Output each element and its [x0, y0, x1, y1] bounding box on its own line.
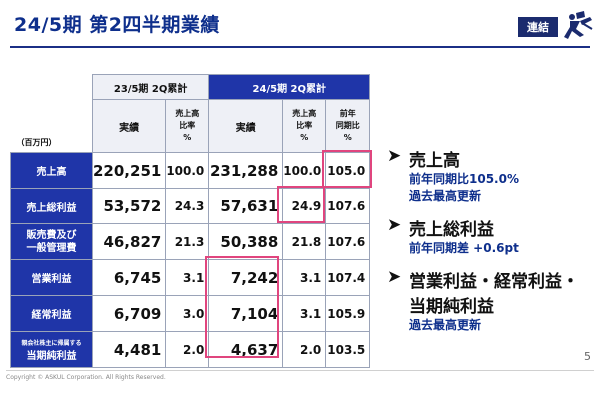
cell-yoy: 107.6 — [325, 188, 371, 224]
table-row: 販売費及び 一般管理費 46,827 21.3 50,388 21.8 107.6 — [10, 223, 371, 260]
row-label: 販売費及び 一般管理費 — [10, 223, 93, 260]
col-ratio-cur: 売上高 比率% — [282, 99, 327, 153]
page-title: 24/5期 第2四半期業績 — [14, 14, 220, 36]
cell-prev-actual: 220,251 — [91, 152, 167, 189]
cell-prev-ratio: 24.3 — [165, 188, 210, 224]
cell-prev-actual: 4,481 — [91, 331, 167, 368]
table-row: 経常利益 6,709 3.0 7,104 3.1 105.9 — [10, 295, 371, 332]
cell-prev-actual: 6,745 — [91, 259, 167, 296]
key-points: ➤ 売上高 前年同期比105.0% 過去最高更新 ➤ 売上総利益 前年同期差 +0.… — [387, 146, 597, 344]
title-divider — [10, 46, 590, 48]
cell-cur-ratio: 100.0 — [282, 152, 327, 189]
header-prev-period: 23/5期 2Q累計 — [91, 74, 210, 100]
cell-yoy: 103.5 — [325, 331, 371, 368]
cell-yoy: 105.0 — [325, 152, 371, 189]
table-row: 売上総利益 53,572 24.3 57,631 24.9 107.6 — [10, 188, 371, 224]
cell-cur-ratio: 2.0 — [282, 331, 327, 368]
col-actual-prev: 実績 — [91, 99, 167, 153]
cell-cur-actual: 231,288 — [208, 152, 284, 189]
consolidated-badge: 連結 — [518, 17, 558, 37]
unit-label: （百万円） — [16, 138, 57, 147]
table-corner — [11, 75, 93, 100]
copyright: Copyright © ASKUL Corporation. All Right… — [6, 374, 166, 381]
cell-cur-actual: 4,637 — [208, 331, 284, 368]
cell-cur-actual: 7,104 — [208, 295, 284, 332]
bullet-gross-profit: ➤ 売上総利益 前年同期差 +0.6pt — [387, 215, 519, 255]
cell-prev-ratio: 3.0 — [165, 295, 210, 332]
arrow-icon: ➤ — [387, 267, 402, 287]
row-label: 親会社株主に帰属する 当期純利益 — [10, 331, 93, 368]
arrow-icon: ➤ — [387, 146, 402, 166]
col-ratio-prev: 売上高 比率% — [165, 99, 210, 153]
cell-prev-actual: 53,572 — [91, 188, 167, 224]
cell-cur-ratio: 21.8 — [282, 223, 327, 260]
row-label: 営業利益 — [10, 259, 93, 296]
header-cur-period: 24/5期 2Q累計 — [208, 74, 371, 100]
cell-prev-actual: 6,709 — [91, 295, 167, 332]
arrow-icon: ➤ — [387, 215, 402, 235]
bullet-profits: ➤ 営業利益・経常利益・ 当期純利益 過去最高更新 — [387, 267, 579, 332]
cell-cur-ratio: 3.1 — [282, 259, 327, 296]
cell-yoy: 105.9 — [325, 295, 371, 332]
highlight-profit-actuals — [205, 256, 279, 358]
row-label: 経常利益 — [10, 295, 93, 332]
cell-prev-actual: 46,827 — [91, 223, 167, 260]
highlight-gross-ratio — [277, 186, 325, 223]
row-label: 売上総利益 — [10, 188, 93, 224]
page-number: 5 — [584, 350, 591, 363]
financial-results-table: 23/5期 2Q累計 24/5期 2Q累計 （百万円） 実績 売上高 比率% 実績… — [10, 74, 371, 368]
bullet-sales: ➤ 売上高 前年同期比105.0% 過去最高更新 — [387, 146, 519, 203]
highlight-sales-yoy — [322, 150, 372, 188]
cell-yoy: 107.6 — [325, 223, 371, 260]
cell-prev-ratio: 2.0 — [165, 331, 210, 368]
table-row: 営業利益 6,745 3.1 7,242 3.1 107.4 — [10, 259, 371, 296]
cell-cur-actual: 57,631 — [208, 188, 284, 224]
cell-cur-ratio: 3.1 — [282, 295, 327, 332]
table-row: 親会社株主に帰属する 当期純利益 4,481 2.0 4,637 2.0 103.… — [10, 331, 371, 368]
col-yoy: 前年 同期比% — [325, 99, 371, 153]
table-row: 売上高 220,251 100.0 231,288 100.0 105.0 — [10, 152, 371, 189]
cell-yoy: 107.4 — [325, 259, 371, 296]
cell-cur-actual: 50,388 — [208, 223, 284, 260]
askul-runner-icon — [564, 11, 593, 39]
cell-prev-ratio: 100.0 — [165, 152, 210, 189]
cell-cur-ratio: 24.9 — [282, 188, 327, 224]
row-label: 売上高 — [10, 152, 93, 189]
cell-prev-ratio: 21.3 — [165, 223, 210, 260]
col-actual-cur: 実績 — [208, 99, 284, 153]
cell-prev-ratio: 3.1 — [165, 259, 210, 296]
footer-divider — [6, 370, 594, 371]
